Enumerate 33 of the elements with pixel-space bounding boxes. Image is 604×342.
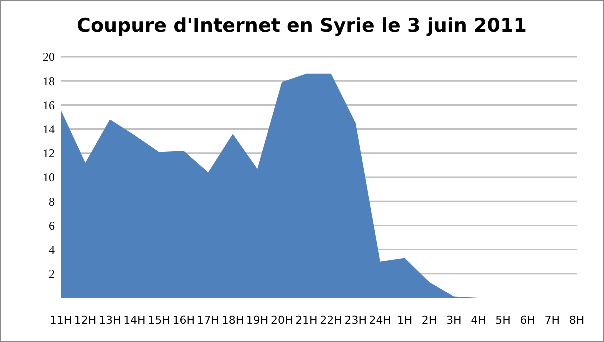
y-tick-label: 16: [43, 98, 55, 112]
x-tick-label: 14H: [124, 314, 146, 327]
x-tick-label: 12H: [74, 314, 97, 327]
y-tick-label: 8: [49, 194, 55, 209]
x-tick-label: 13H: [99, 314, 122, 327]
x-tick-label: 1H: [397, 314, 413, 327]
y-tick-label: 4: [49, 243, 55, 257]
y-tick-label: 20: [43, 50, 55, 64]
x-tick-label: 4H: [471, 314, 486, 327]
x-tick-label: 23H: [344, 314, 367, 327]
x-tick-label: 15H: [148, 314, 170, 327]
chart-title: Coupure d'Internet en Syrie le 3 juin 2011: [77, 15, 527, 37]
x-tick-label: 19H: [246, 314, 269, 327]
x-tick-label: 18H: [222, 314, 244, 327]
x-tick-label: 8H: [569, 314, 585, 327]
x-tick-label: 24H: [369, 314, 392, 327]
y-tick-label: 10: [43, 170, 55, 185]
x-tick-label: 11H: [50, 314, 72, 327]
y-tick-label: 12: [43, 146, 55, 161]
y-tick-label: 2: [49, 267, 55, 282]
x-tick-label: 2H: [422, 314, 438, 327]
x-tick-label: 5H: [496, 314, 511, 327]
x-tick-label: 21H: [296, 314, 318, 327]
x-tick-label: 3H: [446, 314, 462, 327]
x-tick-label: 17H: [197, 314, 220, 327]
x-tick-label: 6H: [520, 314, 536, 327]
x-tick-label: 22H: [320, 314, 342, 327]
y-tick-label: 18: [43, 74, 55, 88]
y-tick-label: 14: [43, 122, 55, 136]
x-tick-label: 20H: [271, 314, 294, 327]
x-tick-label: 16H: [172, 314, 195, 327]
x-tick-label: 7H: [544, 314, 560, 327]
y-tick-label: 6: [49, 218, 55, 233]
